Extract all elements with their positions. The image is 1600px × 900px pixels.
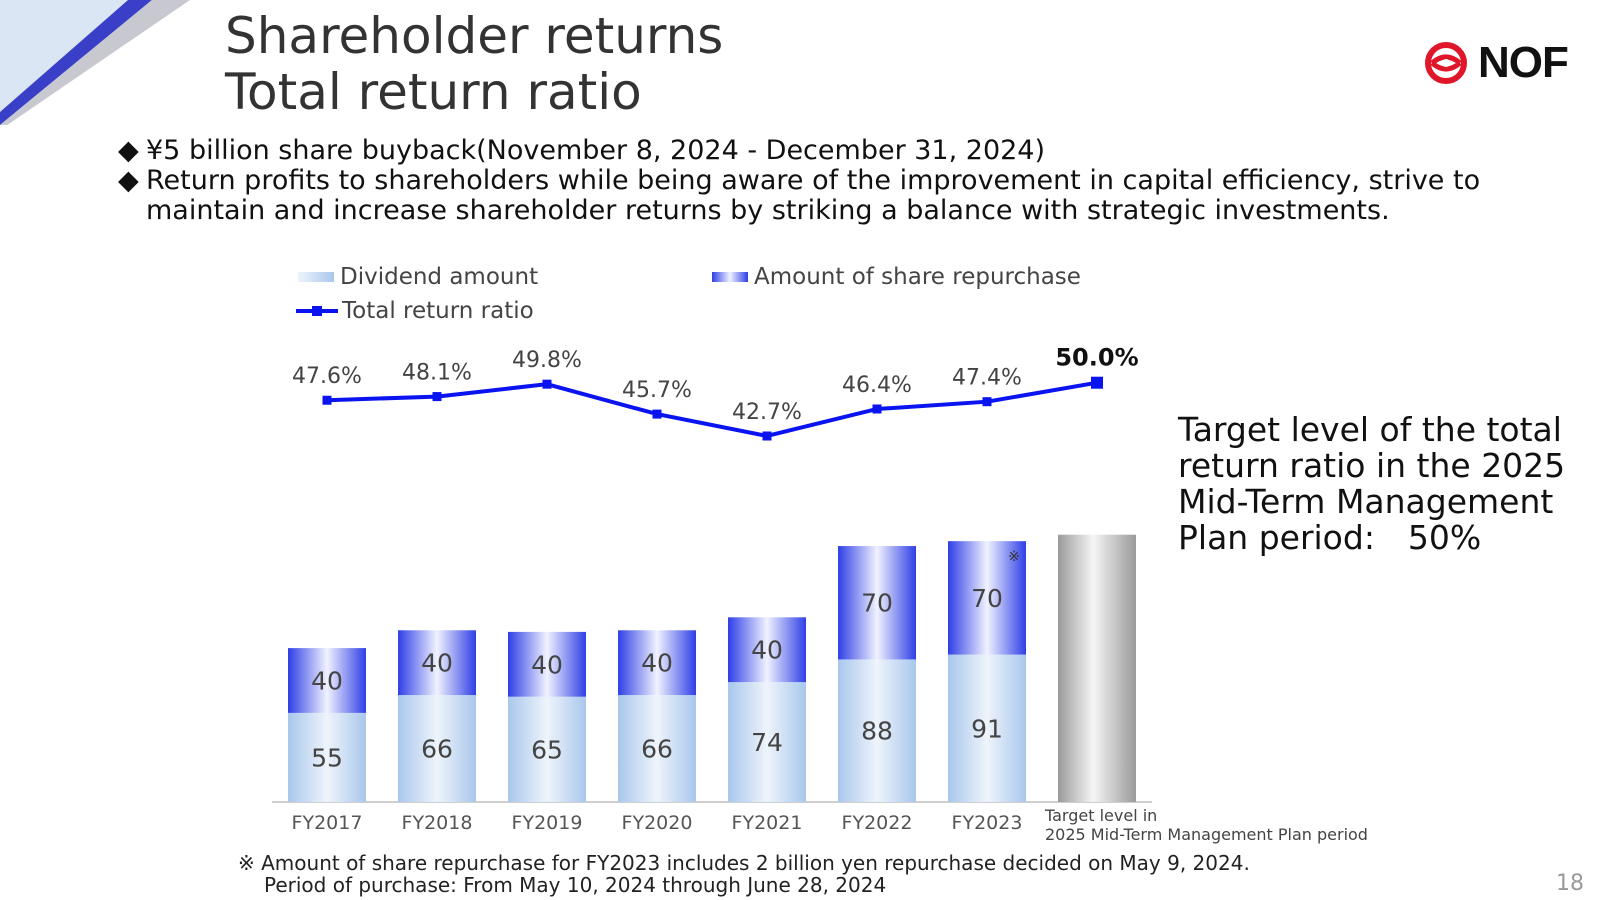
x-tick-label: FY2018	[402, 812, 473, 834]
company-logo: NOF	[1424, 38, 1569, 88]
target-bar	[1058, 534, 1136, 802]
footnote-line-1: ※ Amount of share repurchase for FY2023 …	[238, 851, 1250, 875]
legend-dividend-label: Dividend amount	[340, 264, 539, 290]
x-tick-label: FY2019	[512, 812, 583, 834]
dividend-bar	[508, 696, 586, 802]
dividend-bar	[728, 682, 806, 802]
total-return-data-label: 47.6%	[292, 364, 362, 389]
bullet-item: ◆ ¥5 billion share buyback(November 8, 2…	[118, 136, 1538, 166]
repurchase-bar	[618, 630, 696, 696]
x-tick-label: FY2023	[952, 812, 1023, 834]
x-tick-label: Target level in	[1044, 806, 1157, 825]
dividend-data-label: 91	[971, 714, 1003, 743]
legend-repurchase-label: Amount of share repurchase	[754, 264, 1081, 290]
legend-total-return: Total return ratio	[296, 298, 534, 324]
repurchase-data-label: 40	[311, 667, 343, 696]
repurchase-data-label: 40	[531, 650, 563, 679]
target-level-note: Target level of the total return ratio i…	[1178, 410, 1566, 557]
total-return-data-label: 45.7%	[622, 378, 692, 403]
legend-dividend: Dividend amount	[298, 264, 538, 290]
page-title: Shareholder returns Total return ratio	[225, 8, 723, 120]
repurchase-bar	[728, 617, 806, 683]
total-return-point	[652, 409, 662, 419]
legend-repurchase-swatch	[712, 272, 748, 282]
repurchase-data-label: 70	[861, 589, 893, 618]
dividend-data-label: 66	[641, 735, 673, 764]
dividend-bar	[288, 712, 366, 802]
total-return-point	[982, 397, 992, 407]
total-return-point	[1091, 376, 1103, 389]
total-return-data-label: 48.1%	[402, 361, 472, 386]
x-tick-label: FY2017	[292, 812, 363, 834]
title-line-2: Total return ratio	[225, 63, 642, 121]
footnote-line-2: Period of purchase: From May 10, 2024 th…	[264, 873, 887, 897]
bullet-item: ◆ Return profits to shareholders while b…	[118, 166, 1538, 226]
repurchase-bar	[948, 541, 1026, 655]
annotation-mark: ※	[1008, 549, 1020, 565]
nof-logo-icon	[1425, 42, 1467, 84]
repurchase-bar	[398, 630, 476, 696]
dividend-bar	[948, 654, 1026, 802]
repurchase-bar	[288, 648, 366, 713]
legend-total-return-label: Total return ratio	[342, 298, 534, 324]
dividend-data-label: 66	[421, 735, 453, 764]
repurchase-data-label: 40	[751, 636, 783, 665]
total-return-point	[762, 431, 772, 441]
dividend-data-label: 65	[531, 735, 563, 764]
x-tick-label: 2025 Mid-Term Management Plan period	[1045, 825, 1368, 844]
repurchase-data-label: 40	[421, 649, 453, 678]
logo-text: NOF	[1478, 38, 1569, 87]
dividend-bar	[838, 659, 916, 802]
dividend-bar	[618, 695, 696, 802]
page-number: 18	[1556, 871, 1584, 896]
dividend-data-label: 88	[861, 717, 893, 746]
total-return-data-label: 46.4%	[842, 373, 912, 398]
bullet-text: Return profits to shareholders while bei…	[146, 165, 1481, 226]
corner-accent	[0, 0, 190, 125]
total-return-point	[322, 395, 332, 405]
total-return-point	[872, 404, 882, 414]
repurchase-data-label: 40	[641, 649, 673, 678]
diamond-bullet-icon: ◆	[118, 165, 139, 196]
repurchase-data-label: 70	[971, 584, 1003, 613]
total-return-point	[432, 392, 442, 402]
footnote: ※ Amount of share repurchase for FY2023 …	[238, 852, 1250, 896]
dividend-data-label: 74	[751, 728, 783, 757]
bullet-text: ¥5 billion share buyback(November 8, 202…	[146, 135, 1046, 166]
repurchase-bar	[838, 546, 916, 660]
total-return-data-label: 50.0%	[1055, 344, 1138, 372]
total-return-line	[326, 380, 1098, 439]
bullet-list: ◆ ¥5 billion share buyback(November 8, 2…	[118, 136, 1538, 226]
title-line-1: Shareholder returns	[225, 7, 724, 65]
legend-repurchase: Amount of share repurchase	[712, 264, 1081, 290]
x-tick-label: FY2021	[732, 812, 803, 834]
total-return-data-label: 47.4%	[952, 366, 1022, 391]
x-tick-label: FY2022	[842, 812, 913, 834]
total-return-data-label: 42.7%	[732, 400, 802, 425]
repurchase-bar	[508, 631, 586, 697]
diamond-bullet-icon: ◆	[118, 135, 139, 166]
legend-line-swatch	[296, 306, 338, 316]
dividend-bar	[398, 695, 476, 802]
total-return-data-label: 49.8%	[512, 348, 582, 373]
total-return-point	[542, 379, 552, 389]
dividend-data-label: 55	[311, 743, 343, 772]
legend-dividend-swatch	[298, 272, 334, 282]
x-tick-label: FY2020	[622, 812, 693, 834]
